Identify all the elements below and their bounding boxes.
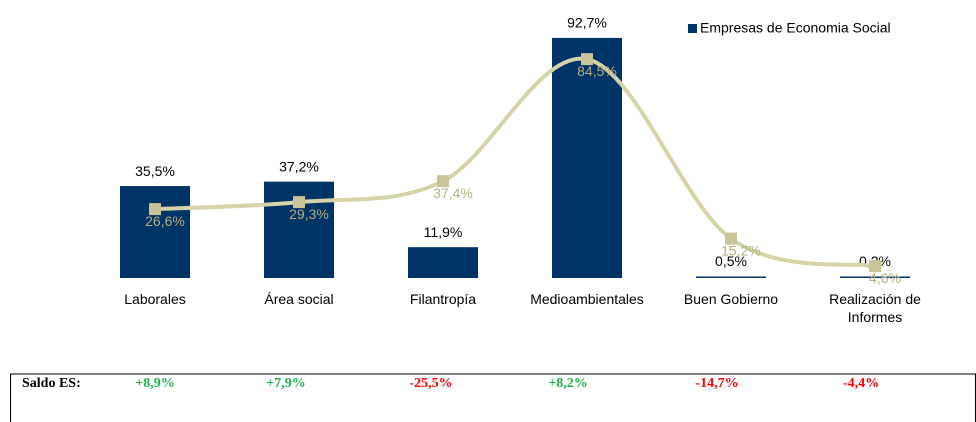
line-marker [437,175,449,188]
x-tick-label: Buen Gobierno [683,291,779,307]
line-marker [293,196,305,209]
bar [120,186,190,278]
line-value-label: 84,5% [577,63,617,79]
x-tick-label: Área social [264,291,334,307]
line-marker [869,260,881,273]
line-value-label: 26,6% [145,213,185,229]
bar [840,276,910,278]
bar [552,37,622,279]
balance-value: +8,2% [548,376,587,391]
bar [264,181,334,278]
bar-value-label: 0,5% [715,253,747,269]
line-value-label: 37,4% [433,185,473,201]
balance-label: Saldo ES: [22,376,81,391]
bar-value-label: 35,5% [135,163,175,179]
x-tick-label: Realización de Informes [829,291,921,325]
legend-label: Empresas de Economia Social [700,20,891,36]
line-value-label: 29,3% [289,206,329,222]
balance-value: +8,9% [135,376,174,391]
x-tick-label: Medioambientales [530,291,644,307]
legend-swatch [688,24,697,33]
x-tick-label: Laborales [124,291,186,307]
line-marker [149,203,161,216]
line-marker [725,232,737,245]
bar-value-label: 92,7% [567,15,607,31]
x-tick-label: Filantropía [409,291,477,307]
line-value-label: 4,6% [869,270,901,286]
bar [696,276,766,278]
balance-value: -14,7% [695,376,738,391]
balance-value: -25,5% [409,376,452,391]
balance-value: -4,4% [843,376,879,391]
bar [408,247,478,278]
balance-value: +7,9% [266,376,305,391]
bar-value-label: 37,2% [279,158,319,174]
line [154,56,876,269]
bar-value-label: 11,9% [424,224,463,240]
line-value-label: 15,2% [721,242,761,258]
line-marker [581,53,593,66]
